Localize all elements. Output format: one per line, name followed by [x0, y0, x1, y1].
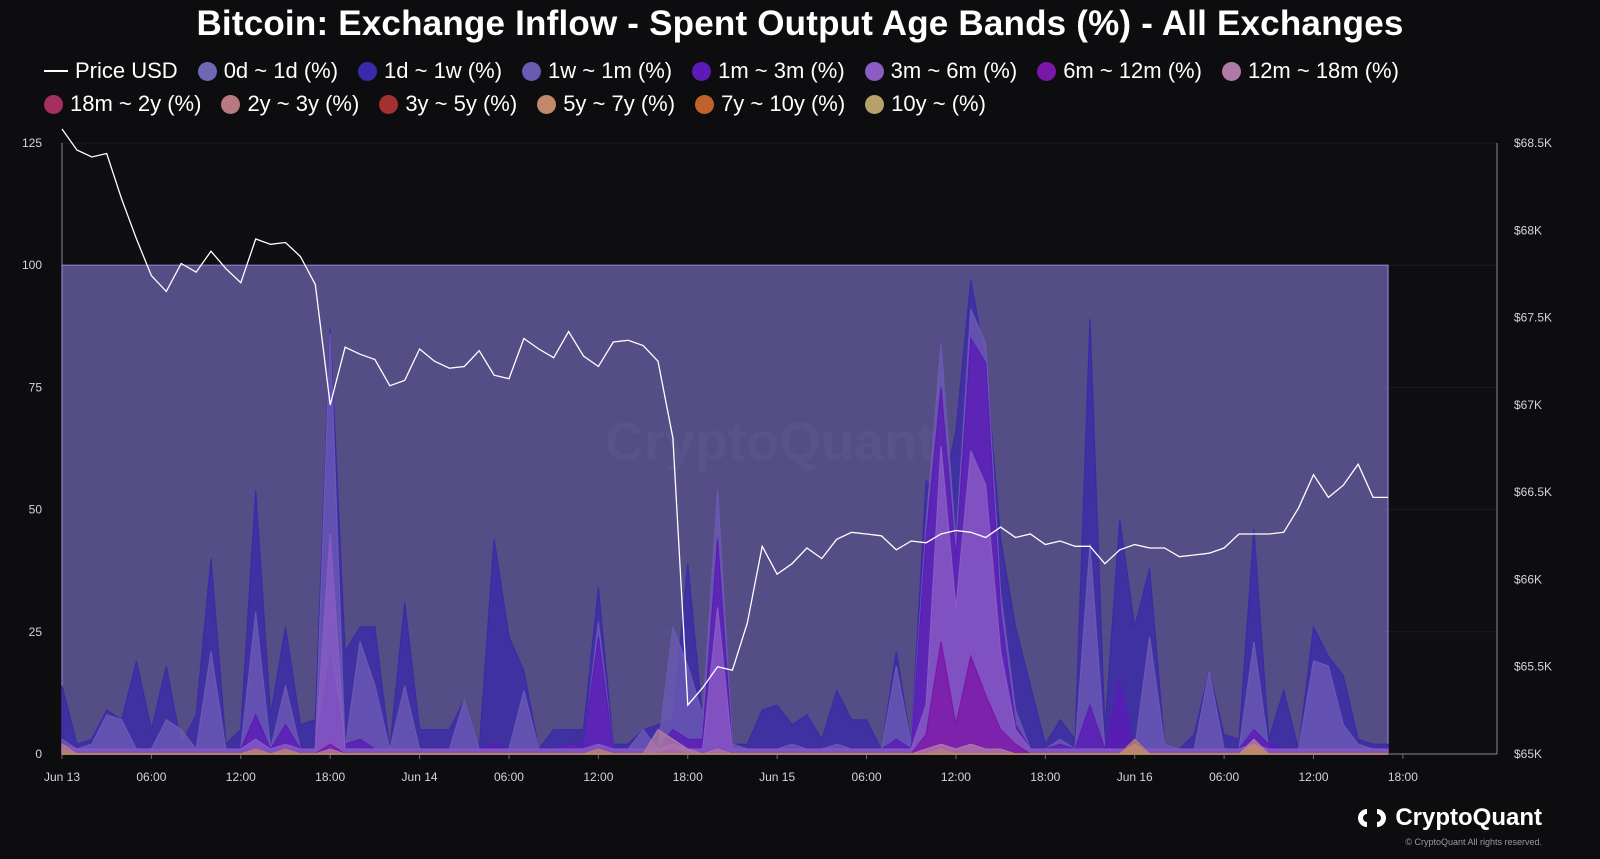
x-tick-label: 12:00 — [583, 770, 613, 784]
legend-item[interactable]: 0d ~ 1d (%) — [197, 58, 339, 84]
y-left-tick-label: 25 — [29, 625, 43, 639]
legend-item[interactable]: 12m ~ 18m (%) — [1221, 58, 1399, 84]
area-series-0d-1d — [61, 264, 1389, 755]
y-right-tick-label: $65.5K — [1514, 660, 1552, 674]
legend-label: 18m ~ 2y (%) — [70, 91, 202, 116]
x-tick-label: 06:00 — [494, 770, 524, 784]
legend-label: 6m ~ 12m (%) — [1063, 58, 1202, 83]
legend-swatch — [44, 70, 68, 72]
legend-label: 2y ~ 3y (%) — [247, 91, 360, 116]
copyright-text: © CryptoQuant All rights reserved. — [1405, 837, 1542, 847]
legend-item[interactable]: 1d ~ 1w (%) — [358, 58, 502, 84]
legend-item[interactable]: 7y ~ 10y (%) — [695, 91, 845, 117]
x-tick-label: 12:00 — [1298, 770, 1328, 784]
legend-item[interactable]: 5y ~ 7y (%) — [537, 91, 675, 117]
x-tick-label: Jun 14 — [402, 770, 438, 784]
y-left-tick-label: 125 — [22, 136, 42, 150]
chart-title: Bitcoin: Exchange Inflow - Spent Output … — [196, 4, 1404, 43]
legend-label: 3m ~ 6m (%) — [890, 58, 1018, 83]
legend-swatch — [522, 61, 542, 81]
x-tick-label: 12:00 — [226, 770, 256, 784]
legend-swatch — [197, 61, 217, 81]
legend-item[interactable]: 1w ~ 1m (%) — [522, 58, 672, 84]
price-usd-line — [61, 128, 1388, 707]
legend-item[interactable]: 10y ~ (%) — [865, 91, 986, 117]
legend-swatch — [1037, 61, 1057, 81]
legend-swatch — [44, 94, 63, 114]
y-right-tick-label: $66K — [1514, 572, 1542, 586]
cryptoquant-logo: CryptoQuant — [1357, 804, 1542, 832]
legend-swatch — [695, 94, 715, 114]
x-tick-label: 12:00 — [941, 770, 971, 784]
y-right-tick-label: $68.5K — [1514, 136, 1552, 150]
legend-item[interactable]: 3m ~ 6m (%) — [864, 58, 1018, 84]
x-tick-label: 18:00 — [1388, 770, 1418, 784]
legend-swatch — [379, 94, 399, 114]
y-right-tick-label: $66.5K — [1514, 485, 1552, 499]
y-left-tick-label: 75 — [29, 380, 43, 394]
legend-label: 7y ~ 10y (%) — [721, 91, 846, 116]
y-right-tick-label: $65K — [1514, 747, 1542, 761]
legend-swatch — [221, 94, 241, 114]
legend-label: 12m ~ 18m (%) — [1247, 58, 1399, 83]
legend-swatch — [1221, 61, 1241, 81]
legend-label: 1m ~ 3m (%) — [718, 58, 845, 83]
x-tick-label: Jun 15 — [759, 770, 795, 784]
x-tick-label: 06:00 — [852, 770, 882, 784]
cryptoquant-logo-icon — [1358, 809, 1387, 827]
legend-label: 3y ~ 5y (%) — [405, 91, 518, 116]
y-left-tick-label: 0 — [35, 747, 42, 761]
x-tick-label: 18:00 — [673, 770, 703, 784]
x-tick-label: 06:00 — [136, 770, 166, 784]
legend-item[interactable]: 2y ~ 3y (%) — [221, 91, 359, 117]
y-right-tick-label: $68K — [1514, 223, 1542, 237]
y-right-tick-label: $67K — [1514, 398, 1542, 412]
legend-swatch — [358, 61, 378, 81]
area-series-3m-6m — [61, 446, 1389, 755]
legend-label: Price USD — [75, 58, 178, 83]
legend-item[interactable]: 1m ~ 3m (%) — [692, 58, 845, 84]
legend-row-1: Price USD 0d ~ 1d (%) 1d ~ 1w (%) 1w ~ 1m (… — [44, 58, 1419, 84]
y-left-tick-label: 50 — [29, 503, 43, 517]
x-tick-label: 06:00 — [1209, 770, 1239, 784]
legend-label: 5y ~ 7y (%) — [563, 91, 676, 116]
x-tick-label: 18:00 — [1030, 770, 1060, 784]
legend-label: 1d ~ 1w (%) — [384, 58, 503, 83]
x-tick-label: 18:00 — [315, 770, 345, 784]
legend-swatch — [537, 94, 557, 114]
legend-item[interactable]: Price USD — [44, 58, 178, 84]
legend-label: 10y ~ (%) — [891, 91, 986, 116]
legend-item[interactable]: 18m ~ 2y (%) — [44, 91, 201, 117]
legend-swatch — [865, 94, 885, 114]
legend-swatch — [864, 61, 884, 81]
legend-row-2: 18m ~ 2y (%) 2y ~ 3y (%) 3y ~ 5y (%) 5y ~ 7… — [44, 91, 1006, 117]
x-tick-label: Jun 13 — [44, 770, 80, 784]
legend-item[interactable]: 3y ~ 5y (%) — [379, 91, 517, 117]
legend-swatch — [692, 61, 712, 81]
legend-item[interactable]: 6m ~ 12m (%) — [1037, 58, 1202, 84]
y-left-tick-label: 100 — [22, 258, 42, 272]
logo-text: CryptoQuant — [1395, 804, 1542, 831]
y-right-tick-label: $67.5K — [1514, 311, 1552, 325]
x-tick-label: Jun 16 — [1117, 770, 1153, 784]
legend-label: 0d ~ 1d (%) — [223, 58, 339, 83]
legend-label: 1w ~ 1m (%) — [548, 58, 673, 83]
